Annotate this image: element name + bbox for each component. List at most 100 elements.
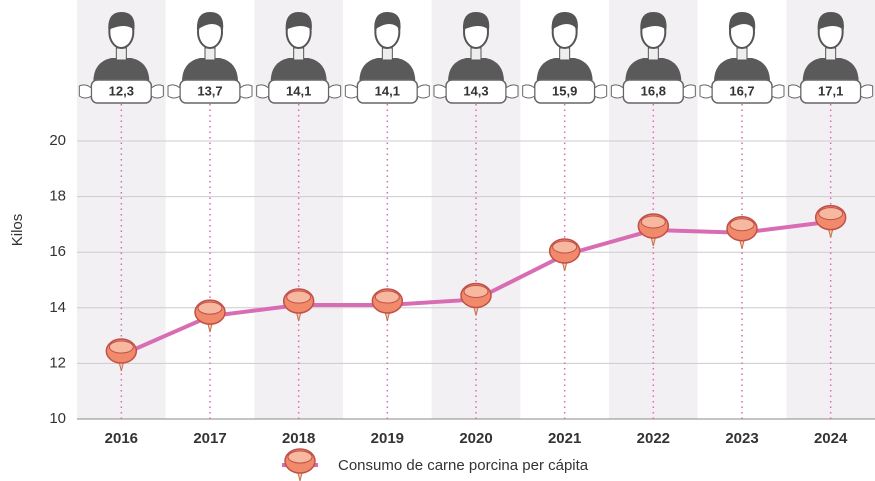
value-label: 12,3 <box>109 83 134 98</box>
ham-cut <box>108 340 134 354</box>
avatar-icon <box>93 12 150 82</box>
ham-cut <box>374 290 400 304</box>
hand-left <box>344 84 358 99</box>
y-tick-label: 18 <box>49 188 66 205</box>
avatar-hair <box>640 12 667 30</box>
avatar-neck <box>115 47 127 61</box>
data-point <box>814 204 847 238</box>
hand-left <box>699 84 713 99</box>
x-tick-label: 2019 <box>371 430 404 447</box>
ham-cut <box>286 290 312 304</box>
hand-left <box>522 84 536 99</box>
x-tick-label: 2022 <box>637 430 670 447</box>
avatar-hair <box>196 12 224 30</box>
hand-right <box>328 84 342 99</box>
y-tick-label: 12 <box>49 354 66 371</box>
avatar-hair <box>462 12 490 30</box>
ham-cut <box>552 240 578 254</box>
avatar-body <box>182 58 238 82</box>
ham-cut <box>463 284 489 298</box>
data-point <box>194 299 226 333</box>
avatar-body <box>714 58 770 82</box>
hand-right <box>150 84 164 99</box>
hand-right <box>860 84 874 99</box>
hand-right <box>505 84 519 99</box>
legend-marker <box>284 448 316 481</box>
x-tick-label: 2021 <box>548 430 581 447</box>
value-label: 16,8 <box>641 83 666 98</box>
avatar-body <box>448 58 504 82</box>
avatar-icon <box>182 12 238 82</box>
data-point <box>282 288 315 322</box>
avatar-neck <box>825 47 837 61</box>
avatar-neck <box>204 47 216 61</box>
hand-left <box>433 84 447 99</box>
avatar-icon <box>270 12 327 82</box>
data-point <box>105 338 138 372</box>
avatar-hair <box>374 12 401 30</box>
data-point <box>726 215 758 249</box>
avatar-neck <box>470 47 482 61</box>
avatar-neck <box>647 47 659 61</box>
hand-right <box>771 84 785 99</box>
ham-cut <box>640 215 666 229</box>
hand-left <box>78 84 92 99</box>
hand-left <box>788 84 802 99</box>
avatar-body <box>359 58 416 82</box>
value-label: 17,1 <box>818 83 843 98</box>
avatar-icon <box>714 12 770 82</box>
avatar-neck <box>736 47 748 61</box>
x-tick-label: 2023 <box>725 430 758 447</box>
y-tick-label: 20 <box>49 132 66 149</box>
avatar-icon <box>359 12 416 82</box>
x-tick-label: 2018 <box>282 430 315 447</box>
y-tick-label: 10 <box>49 410 66 427</box>
avatar-hair <box>817 12 844 30</box>
hand-right <box>239 84 253 99</box>
y-tick-label: 16 <box>49 243 66 260</box>
avatar-icon <box>448 12 504 82</box>
hand-left <box>167 84 181 99</box>
value-label: 14,1 <box>375 83 400 98</box>
avatar-hair <box>728 12 756 30</box>
avatar-hair <box>108 12 135 30</box>
hand-left <box>610 84 624 99</box>
hand-left <box>256 84 270 99</box>
hand-right <box>594 84 608 99</box>
hand-right <box>416 84 430 99</box>
data-point <box>460 282 492 316</box>
data-point <box>548 238 581 272</box>
ham-cut <box>287 450 313 464</box>
avatar-icon <box>625 12 682 82</box>
x-tick-label: 2017 <box>193 430 226 447</box>
avatar-body <box>93 58 150 82</box>
x-tick-label: 2016 <box>105 430 138 447</box>
y-axis-label: Kilos <box>9 214 26 247</box>
data-point <box>371 288 404 322</box>
avatar-neck <box>381 47 393 61</box>
avatar-hair <box>285 12 312 30</box>
value-label: 16,7 <box>729 83 754 98</box>
y-tick-label: 14 <box>49 299 66 316</box>
value-label: 14,1 <box>286 83 311 98</box>
value-label: 14,3 <box>463 83 488 98</box>
hand-right <box>682 84 696 99</box>
avatar-body <box>270 58 327 82</box>
value-label: 13,7 <box>197 83 222 98</box>
avatar-icon <box>802 12 859 82</box>
avatar-hair <box>551 12 578 30</box>
data-point <box>637 213 670 247</box>
value-label: 15,9 <box>552 83 577 98</box>
avatar-body <box>536 58 593 82</box>
avatar-neck <box>293 47 305 61</box>
ham-cut <box>729 218 755 232</box>
ham-cut <box>818 207 844 221</box>
legend-label: Consumo de carne porcina per cápita <box>338 457 589 474</box>
avatar-body <box>802 58 859 82</box>
x-tick-label: 2024 <box>814 430 848 447</box>
x-tick-label: 2020 <box>459 430 492 447</box>
avatar-neck <box>559 47 571 61</box>
avatar-icon <box>536 12 593 82</box>
avatar-body <box>625 58 682 82</box>
